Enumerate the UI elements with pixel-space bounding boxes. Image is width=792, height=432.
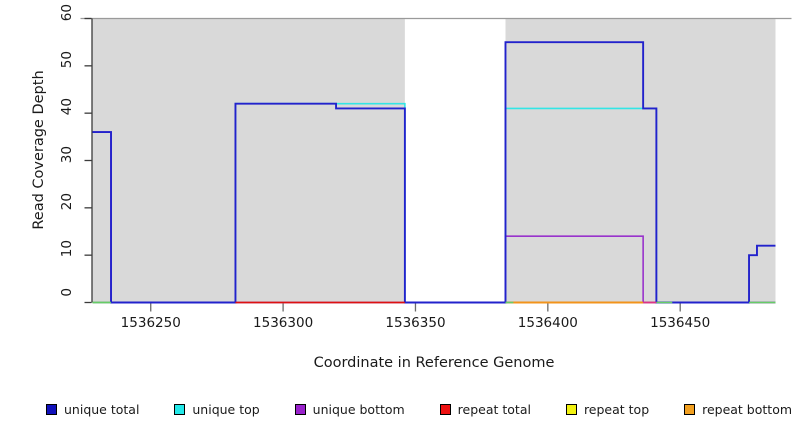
legend-item-unique-bottom: unique bottom [294, 401, 405, 417]
legend-item-repeat-bottom: repeat bottom [684, 402, 792, 417]
legend-label: repeat total [457, 401, 531, 417]
y-tick-label: 20 [58, 192, 75, 211]
y-tick-label: 0 [58, 287, 75, 297]
legend-swatch-icon [174, 403, 186, 415]
legend-label: repeat top [583, 401, 650, 417]
legend-swatch-icon [294, 403, 306, 415]
legend-item-repeat-top: repeat top [565, 401, 650, 417]
chart-legend: unique total unique top unique bottom repea… [46, 400, 792, 418]
x-tick-label: 1536250 [120, 314, 181, 331]
x-tick-label: 1536450 [650, 314, 711, 331]
legend-label: unique bottom [312, 401, 405, 417]
legend-label: unique top [192, 401, 260, 417]
y-tick-label: 60 [58, 3, 75, 21]
y-tick-label: 40 [58, 98, 75, 116]
legend-label: unique total [64, 401, 140, 417]
y-tick-label: 50 [58, 50, 75, 69]
legend-swatch-icon [684, 403, 696, 415]
legend-item-repeat-total: repeat total [439, 401, 531, 417]
y-axis-title: Read Coverage Depth [31, 70, 47, 230]
x-tick-label: 1536350 [385, 314, 446, 331]
legend-swatch-icon [46, 403, 57, 415]
legend-item-unique-top: unique top [174, 401, 260, 417]
series-unique-total [92, 41, 776, 304]
legend-item-unique-total: unique total [46, 402, 139, 417]
plot-background-left [92, 18, 405, 303]
legend-label: repeat bottom [702, 401, 792, 417]
y-tick-label: 30 [58, 145, 75, 163]
x-tick-label: 1536300 [253, 314, 314, 331]
x-tick-label: 1536400 [517, 314, 578, 331]
y-tick-label: 10 [58, 240, 75, 258]
legend-swatch-icon [439, 403, 451, 415]
legend-swatch-icon [565, 403, 577, 415]
plot-background-right [505, 18, 776, 303]
x-axis-title: Coordinate in Reference Genome [313, 355, 555, 371]
